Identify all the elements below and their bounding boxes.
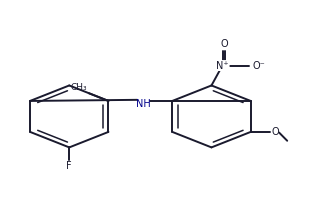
Text: F: F: [67, 161, 72, 171]
Text: N⁺: N⁺: [216, 60, 229, 71]
Text: O: O: [272, 127, 279, 137]
Text: CH₃: CH₃: [71, 83, 87, 92]
Text: O⁻: O⁻: [253, 60, 266, 71]
Text: O: O: [220, 39, 228, 50]
Text: NH: NH: [136, 99, 151, 109]
